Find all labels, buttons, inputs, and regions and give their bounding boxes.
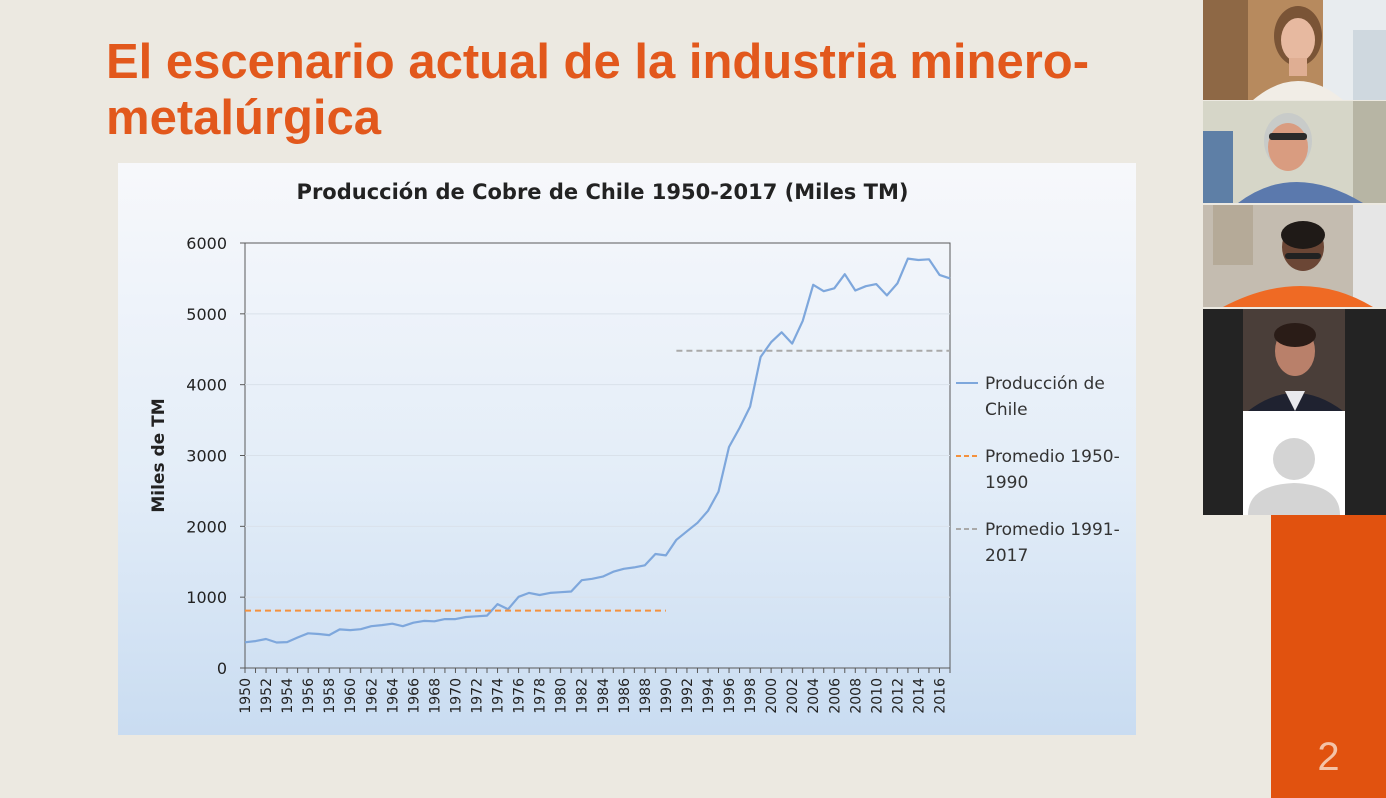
avatar-placeholder-icon (1203, 411, 1386, 515)
x-tick-label: 1960 (343, 678, 359, 714)
man-orange-shirt-participant-image (1203, 205, 1386, 307)
x-tick-label: 1990 (659, 678, 675, 714)
x-tick-label: 2004 (806, 678, 822, 714)
x-tick-label: 1994 (701, 678, 717, 714)
legend-label-avg_1950_1990: Promedio 1950- (985, 447, 1120, 467)
x-tick-label: 1976 (512, 678, 528, 714)
y-tick-label: 1000 (186, 588, 227, 607)
x-tick-label: 1988 (638, 678, 654, 714)
legend-label-avg_1991_2017: Promedio 1991- (985, 520, 1120, 540)
x-tick-label: 1982 (575, 678, 591, 714)
legend-label-production: Producción de (985, 374, 1105, 394)
x-tick-label: 1968 (427, 678, 443, 714)
y-tick-label: 4000 (186, 376, 227, 395)
chart-title: Producción de Cobre de Chile 1950-2017 (… (297, 180, 909, 204)
legend-label-avg_1950_1990: 1990 (985, 473, 1028, 493)
slide-title: El escenario actual de la industria mine… (106, 35, 1090, 145)
smiling-man-participant-image (1203, 309, 1386, 411)
slide: El escenario actual de la industria mine… (106, 35, 1136, 735)
x-tick-label: 1962 (364, 678, 380, 714)
x-tick-label: 1964 (385, 678, 401, 714)
x-tick-label: 1996 (722, 678, 738, 714)
man-participant-image (1203, 101, 1386, 203)
x-tick-label: 1980 (554, 678, 570, 714)
x-tick-label: 1992 (680, 678, 696, 714)
legend-label-avg_1991_2017: 2017 (985, 546, 1028, 566)
woman-participant-image (1203, 0, 1386, 100)
y-tick-label: 6000 (186, 234, 227, 253)
participant-video-tile[interactable] (1203, 101, 1386, 203)
participant-video-tile[interactable] (1203, 309, 1386, 411)
x-tick-label: 2002 (785, 678, 801, 714)
x-tick-label: 1984 (596, 678, 612, 714)
slide-number: 2 (1317, 735, 1340, 779)
x-tick-label: 1970 (448, 678, 464, 714)
legend-label-production: Chile (985, 400, 1028, 420)
x-tick-label: 1974 (491, 678, 507, 714)
x-tick-label: 1972 (469, 678, 485, 714)
participant-video-tile[interactable] (1203, 411, 1386, 515)
participant-video-tile[interactable] (1203, 0, 1386, 100)
y-tick-label: 5000 (186, 305, 227, 324)
x-tick-label: 1978 (533, 678, 549, 714)
x-tick-label: 2014 (911, 678, 927, 714)
y-tick-label: 3000 (186, 447, 227, 466)
x-tick-label: 2016 (932, 678, 948, 714)
x-tick-label: 2000 (764, 678, 780, 714)
x-tick-label: 1954 (280, 678, 296, 714)
slide-accent-bar (1271, 515, 1386, 798)
x-tick-label: 1986 (617, 678, 633, 714)
x-tick-label: 1952 (259, 678, 275, 714)
x-tick-label: 1966 (406, 678, 422, 714)
y-axis-label: Miles de TM (149, 398, 169, 512)
series-line-production (244, 257, 951, 644)
x-tick-label: 1950 (238, 678, 254, 714)
copper-production-chart: Producción de Cobre de Chile 1950-2017 (… (149, 180, 1120, 714)
x-tick-label: 1958 (322, 678, 338, 714)
y-tick-label: 2000 (186, 517, 227, 536)
chart-area: Producción de Cobre de Chile 1950-2017 (… (118, 163, 1136, 735)
x-tick-label: 1956 (301, 678, 317, 714)
x-tick-label: 1998 (743, 678, 759, 714)
x-tick-label: 2006 (827, 678, 843, 714)
x-tick-label: 2012 (890, 678, 906, 714)
x-tick-label: 2010 (869, 678, 885, 714)
y-tick-label: 0 (217, 659, 227, 678)
participant-video-tile[interactable] (1203, 205, 1386, 307)
x-tick-label: 2008 (848, 678, 864, 714)
